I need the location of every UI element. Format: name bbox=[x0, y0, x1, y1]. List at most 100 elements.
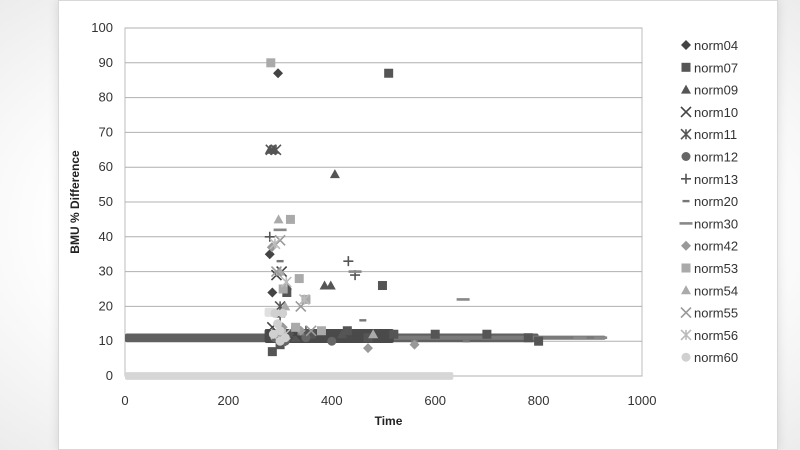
data-point bbox=[285, 214, 295, 224]
data-point bbox=[273, 319, 283, 329]
data-point bbox=[523, 333, 533, 343]
data-point bbox=[456, 298, 470, 301]
legend-item: norm60 bbox=[681, 350, 738, 365]
legend-marker bbox=[681, 173, 691, 184]
legend-item: norm10 bbox=[680, 105, 738, 120]
data-point bbox=[290, 332, 301, 342]
data-point bbox=[325, 280, 336, 290]
data-point bbox=[342, 326, 352, 336]
data-point bbox=[294, 274, 304, 284]
data-point bbox=[270, 308, 280, 318]
legend-marker bbox=[680, 307, 692, 319]
data-point bbox=[327, 336, 337, 346]
data-point bbox=[305, 325, 317, 337]
legend-label: norm55 bbox=[694, 306, 738, 321]
data-point bbox=[348, 270, 362, 273]
x-tick-label: 400 bbox=[321, 393, 343, 408]
data-point bbox=[275, 326, 285, 336]
legend-marker bbox=[681, 152, 691, 161]
data-point bbox=[268, 329, 278, 339]
legend-item: norm12 bbox=[681, 150, 738, 165]
legend-item: norm04 bbox=[681, 38, 738, 53]
series-norm55 bbox=[270, 234, 317, 337]
data-point bbox=[329, 169, 340, 179]
legend-item: norm56 bbox=[680, 328, 738, 343]
y-tick-label: 10 bbox=[99, 333, 113, 348]
legend-marker bbox=[681, 285, 691, 295]
legend-label: norm12 bbox=[694, 150, 738, 165]
y-tick-label: 90 bbox=[99, 55, 113, 70]
data-band bbox=[125, 372, 454, 380]
data-point bbox=[266, 58, 276, 68]
data-point bbox=[306, 329, 316, 339]
data-point bbox=[534, 336, 544, 346]
data-point bbox=[462, 340, 470, 343]
x-tick-label: 200 bbox=[218, 393, 240, 408]
legend-label: norm10 bbox=[694, 105, 738, 120]
data-point bbox=[280, 301, 291, 311]
legend-item: norm54 bbox=[681, 283, 738, 298]
data-point bbox=[362, 343, 373, 354]
legend-label: norm07 bbox=[694, 60, 738, 75]
legend-item: norm13 bbox=[681, 172, 738, 187]
data-point bbox=[265, 144, 277, 156]
legend-marker bbox=[680, 128, 692, 140]
y-tick-label: 70 bbox=[99, 124, 113, 139]
data-point bbox=[343, 256, 354, 267]
legend-marker bbox=[680, 329, 692, 341]
data-point bbox=[384, 68, 394, 78]
data-point bbox=[274, 234, 286, 246]
legend-label: norm42 bbox=[694, 239, 738, 254]
legend-item: norm53 bbox=[681, 261, 738, 276]
data-point bbox=[409, 339, 420, 350]
legend-marker bbox=[681, 84, 691, 94]
data-point bbox=[278, 284, 288, 294]
legend-item: norm55 bbox=[680, 306, 738, 321]
x-axis-title: Time bbox=[375, 414, 403, 428]
legend-label: norm13 bbox=[694, 172, 738, 187]
legend-label: norm09 bbox=[694, 83, 738, 98]
series-norm53 bbox=[266, 58, 326, 336]
data-point bbox=[301, 333, 311, 343]
legend-item: norm09 bbox=[681, 83, 738, 98]
y-tick-label: 0 bbox=[106, 368, 113, 383]
x-tick-label: 800 bbox=[528, 393, 550, 408]
dense-bands bbox=[125, 307, 606, 380]
y-tick-label: 100 bbox=[91, 20, 113, 35]
series-norm07 bbox=[267, 68, 544, 357]
legend-item: norm20 bbox=[682, 194, 738, 209]
x-tick-label: 600 bbox=[424, 393, 446, 408]
data-point bbox=[363, 333, 373, 343]
legend-marker bbox=[682, 199, 690, 203]
data-point bbox=[359, 319, 367, 322]
y-tick-label: 50 bbox=[99, 194, 113, 209]
data-point bbox=[377, 281, 387, 291]
legend-label: norm56 bbox=[694, 328, 738, 343]
data-point bbox=[273, 228, 287, 232]
legend-label: norm20 bbox=[694, 194, 738, 209]
legend-marker bbox=[681, 62, 691, 72]
data-point bbox=[276, 259, 284, 263]
data-point bbox=[337, 329, 348, 339]
legend-label: norm30 bbox=[694, 216, 738, 231]
legend-item: norm42 bbox=[681, 239, 738, 254]
legend-label: norm54 bbox=[694, 283, 738, 298]
data-point bbox=[291, 322, 301, 332]
legend-marker bbox=[681, 263, 691, 273]
series-norm30 bbox=[273, 228, 608, 340]
x-tick-label: 1000 bbox=[628, 393, 657, 408]
legend-marker bbox=[681, 240, 691, 251]
y-tick-label: 30 bbox=[99, 264, 113, 279]
y-tick-label: 60 bbox=[99, 159, 113, 174]
y-axis-title: BMU % Difference bbox=[68, 150, 82, 254]
legend-marker bbox=[681, 40, 691, 50]
legend-marker bbox=[681, 352, 691, 362]
legend-marker bbox=[680, 106, 692, 118]
data-point bbox=[269, 238, 281, 250]
series-norm60 bbox=[268, 308, 290, 346]
data-point bbox=[275, 336, 285, 346]
legend-label: norm04 bbox=[694, 38, 738, 53]
legend-label: norm60 bbox=[694, 350, 738, 365]
x-tick-label: 0 bbox=[121, 393, 128, 408]
